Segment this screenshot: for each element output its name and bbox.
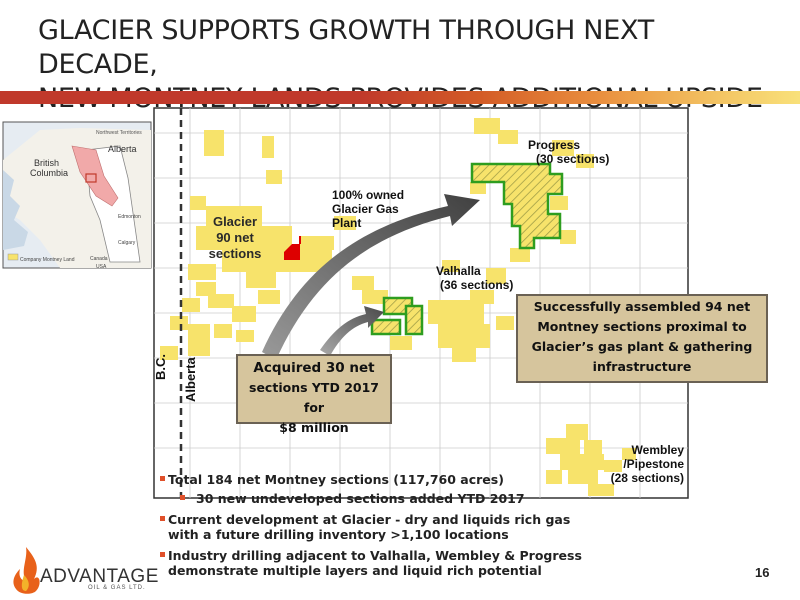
assembled-callout: Successfully assembled 94 net Montney se… <box>516 294 768 383</box>
gas-plant-label-line-3: Plant <box>332 216 362 230</box>
gas-plant-label-line-2: Glacier Gas <box>332 202 399 216</box>
glacier-land <box>160 130 356 360</box>
assembled-callout-line-3: Glacier’s gas plant & gathering <box>531 339 753 354</box>
title-accent-bar <box>0 91 800 104</box>
acquired-callout: Acquired 30 net sections YTD 2017 for $8… <box>236 354 392 435</box>
progress-new-land <box>470 162 564 250</box>
inset-map <box>2 121 152 269</box>
valhalla-label: Valhalla (36 sections) <box>436 264 513 292</box>
bullet-total-sections: Total 184 net Montney sections (117,760 … <box>160 472 600 487</box>
glacier-label: Glacier 90 net sections <box>200 214 270 262</box>
wembley-land <box>546 424 636 496</box>
gas-plant-label-line-1: 100% owned <box>332 188 405 202</box>
inset-label-calgary: Calgary <box>118 240 136 246</box>
progress-label-line-1: Progress <box>528 138 581 152</box>
bullet-glacier-development-line-1: Current development at Glacier - dry and… <box>168 512 571 527</box>
arrow-to-valhalla <box>320 306 384 356</box>
bc-label: B.C. <box>153 354 168 380</box>
wembley-label-line-2: /Pipestone <box>623 457 684 471</box>
alberta-label: Alberta <box>183 357 198 402</box>
advantage-logo-subtext: OIL & GAS LTD. <box>88 585 146 591</box>
inset-label-alberta: Alberta <box>108 144 137 154</box>
montney-land-map <box>2 107 689 499</box>
assembled-callout-line-2: Montney sections proximal to <box>537 319 747 334</box>
inset-label-edmonton: Edmonton <box>118 214 141 220</box>
bullet-industry-drilling-line-2: demonstrate multiple layers and liquid r… <box>168 563 542 578</box>
inset-legend-label: Company Montney Land <box>20 257 75 263</box>
inset-label-bc-2: Columbia <box>30 168 69 178</box>
assembled-callout-line-1: Successfully assembled 94 net <box>533 299 751 314</box>
gas-plant-icon <box>284 236 301 260</box>
glacier-label-line-1: Glacier <box>212 214 258 229</box>
progress-label-line-2: (30 sections) <box>536 152 610 166</box>
progress-label: Progress (30 sections) <box>528 138 609 166</box>
inset-label-territories: Northwest Territories <box>96 130 142 136</box>
wembley-label-line-3: (28 sections) <box>610 471 684 485</box>
page-number: 16 <box>755 565 770 580</box>
valhalla-label-line-1: Valhalla <box>436 264 481 278</box>
progress-land <box>470 118 594 262</box>
inset-label-usa: USA <box>96 264 107 270</box>
gas-plant-label: 100% owned Glacier Gas Plant <box>332 188 404 230</box>
acquired-callout-line-2: sections YTD 2017 for <box>249 380 379 415</box>
glacier-label-line-3: sections <box>208 246 262 261</box>
bullet-glacier-development-line-2: with a future drilling inventory >1,100 … <box>168 527 509 542</box>
inset-label-canada: Canada <box>90 256 108 262</box>
valhalla-new-land <box>370 296 424 336</box>
bullet-industry-drilling-line-1: Industry drilling adjacent to Valhalla, … <box>168 548 582 563</box>
inset-label-bc-1: British <box>34 158 60 168</box>
wembley-label: Wembley /Pipestone (28 sections) <box>600 443 684 485</box>
title-accent-bar-fade <box>0 91 800 104</box>
bullet-industry-drilling: Industry drilling adjacent to Valhalla, … <box>160 548 600 578</box>
bullet-glacier-development: Current development at Glacier - dry and… <box>160 512 600 542</box>
acquired-callout-line-3: $8 million <box>279 420 349 435</box>
advantage-flame-icon <box>13 547 40 594</box>
wembley-label-line-1: Wembley <box>631 443 684 457</box>
summary-bullets: Total 184 net Montney sections (117,760 … <box>160 472 600 582</box>
assembled-callout-line-4: infrastructure <box>592 359 692 374</box>
bullet-new-sections: 30 new undeveloped sections added YTD 20… <box>160 491 600 506</box>
title-line-1: GLACIER SUPPORTS GROWTH THROUGH NEXT DEC… <box>38 15 654 80</box>
valhalla-label-line-2: (36 sections) <box>440 278 514 292</box>
advantage-logo-text: ADVANTAGE <box>40 566 159 587</box>
valhalla-land <box>352 260 514 362</box>
acquired-callout-line-1: Acquired 30 net <box>253 360 375 376</box>
arrow-to-progress <box>262 194 480 360</box>
glacier-label-line-2: 90 net <box>216 230 254 245</box>
